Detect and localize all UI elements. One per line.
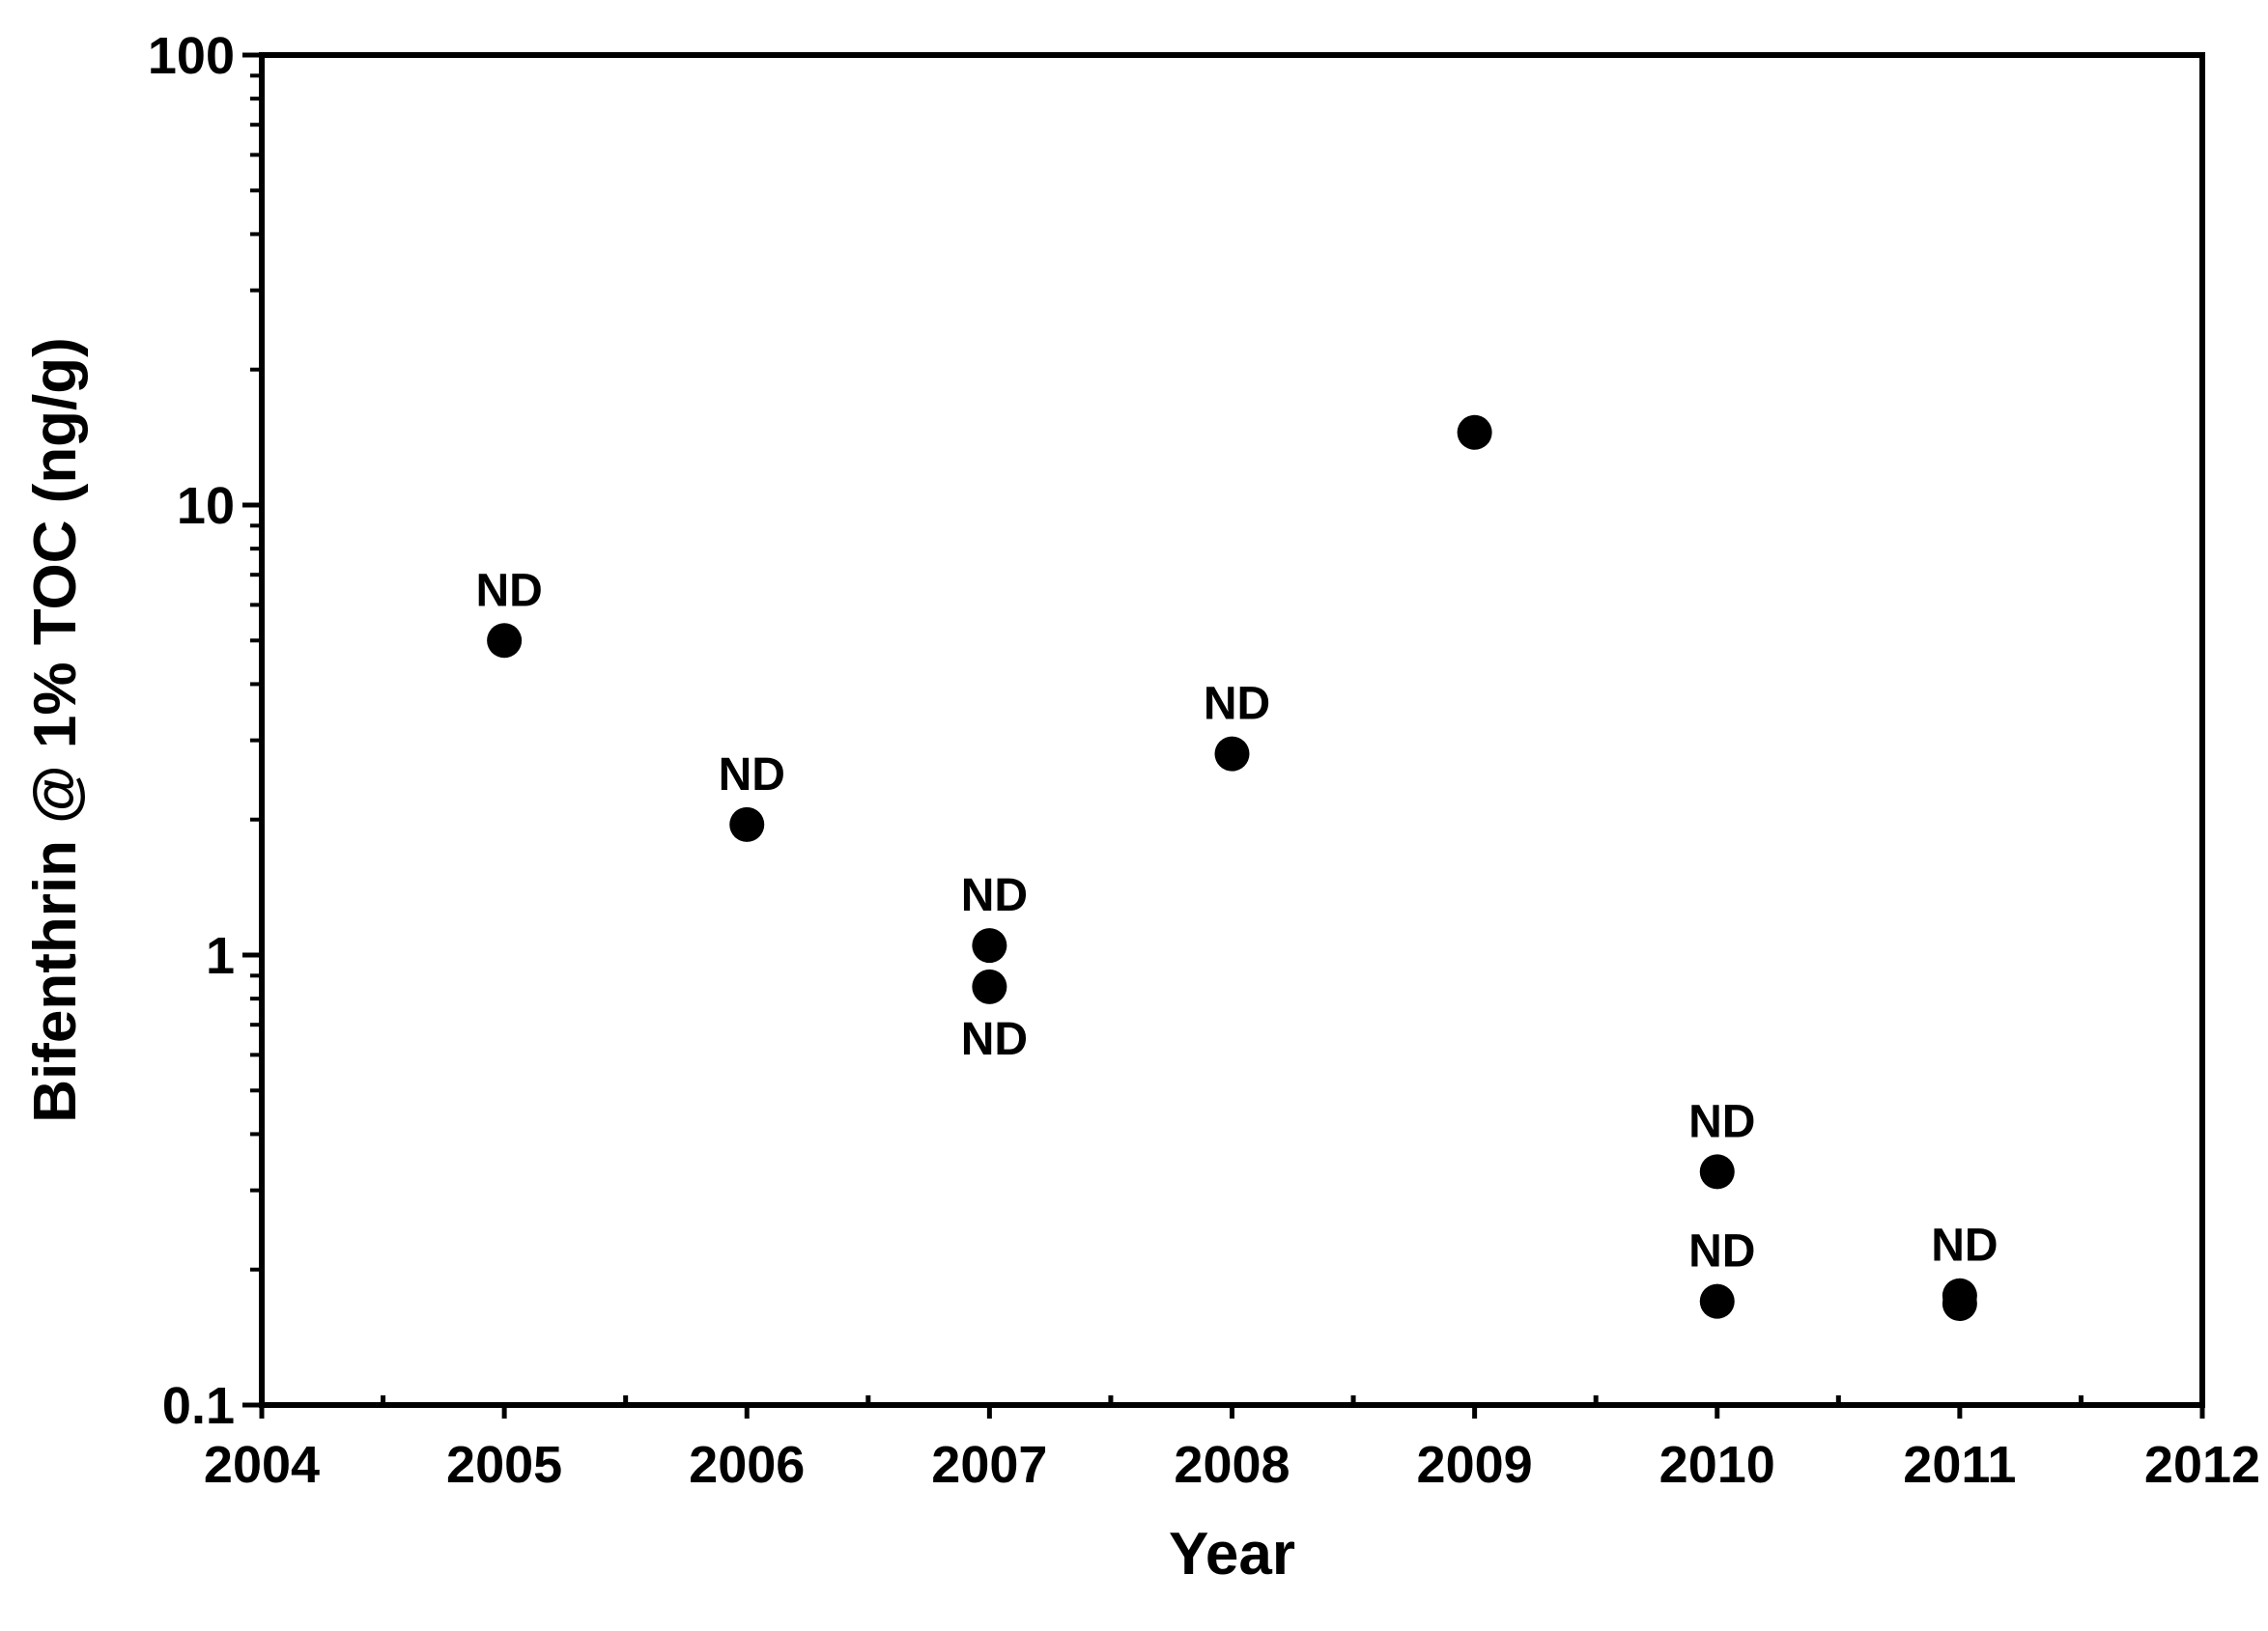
x-tick-label: 2011	[1903, 1436, 2016, 1494]
x-tick-label: 2005	[446, 1436, 562, 1494]
y-tick-label: 0.1	[162, 1377, 235, 1435]
y-tick-label: 100	[148, 27, 235, 85]
point-label: ND	[719, 749, 785, 801]
x-tick-label: 2012	[2144, 1436, 2260, 1494]
data-point	[1214, 736, 1250, 772]
x-tick-label: 2007	[931, 1436, 1047, 1494]
plot-frame	[259, 52, 2205, 1408]
x-axis-title: Year	[1169, 1521, 1295, 1588]
y-tick-label: 10	[177, 477, 235, 535]
minor-ticks	[250, 73, 2084, 1405]
data-point	[1699, 1154, 1735, 1190]
x-tick-label: 2010	[1659, 1436, 1775, 1494]
x-tick-label: 2006	[689, 1436, 805, 1494]
data-point	[972, 928, 1007, 964]
major-ticks	[242, 52, 2205, 1419]
point-label: ND	[961, 870, 1028, 921]
data-point	[487, 623, 523, 659]
x-tick-label: 2009	[1417, 1436, 1533, 1494]
y-tick-label: 1	[206, 927, 235, 985]
x-tick-label: 2008	[1174, 1436, 1290, 1494]
y-tick-labels: 0.1 1 10 100	[148, 27, 235, 1435]
point-label: ND	[1688, 1226, 1755, 1278]
data-point	[1457, 414, 1492, 450]
data-point	[972, 969, 1007, 1004]
data-point	[1699, 1283, 1735, 1319]
data-point	[729, 806, 765, 842]
point-labels: ND ND ND ND ND ND ND ND	[475, 565, 1998, 1277]
point-label: ND	[475, 565, 542, 616]
point-label: ND	[1931, 1221, 1998, 1272]
point-label: ND	[1688, 1096, 1755, 1147]
point-label: ND	[1204, 679, 1270, 730]
y-axis-title: Bifenthrin @ 1% TOC (ng/g)	[22, 337, 89, 1123]
point-label: ND	[961, 1014, 1028, 1065]
x-tick-labels: 2004 2005 2006 2007 2008 2009 2010 2011 2012	[204, 1436, 2260, 1494]
data-point	[1942, 1286, 1977, 1322]
data-points	[487, 414, 1977, 1322]
x-tick-label: 2004	[204, 1436, 320, 1494]
